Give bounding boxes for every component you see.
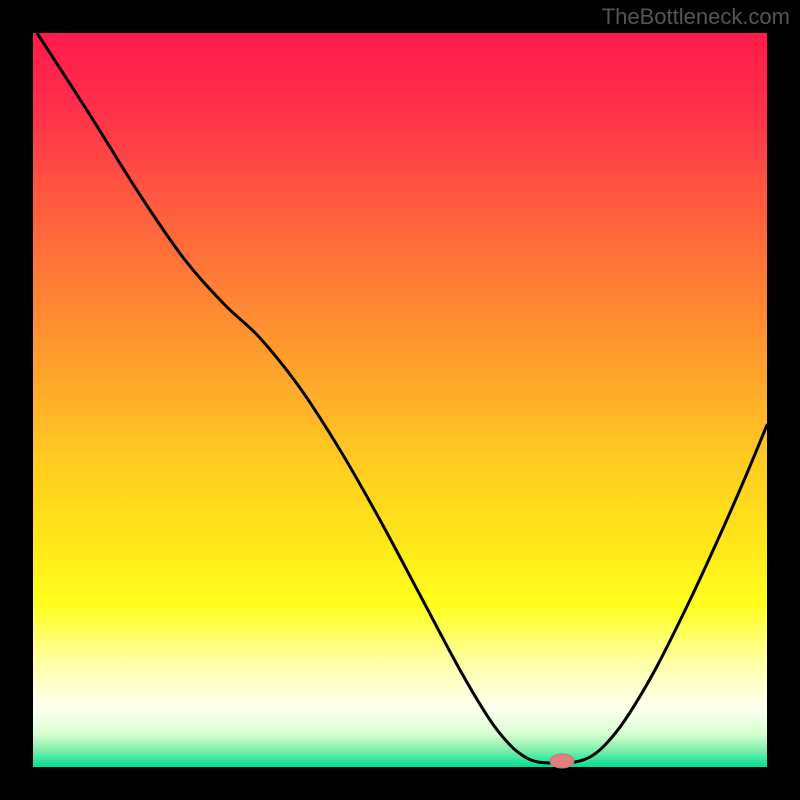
bottleneck-chart: TheBottleneck.com — [0, 0, 800, 800]
chart-svg — [0, 0, 800, 800]
optimal-point-marker — [550, 754, 574, 768]
plot-background — [33, 33, 767, 767]
watermark-text: TheBottleneck.com — [602, 4, 790, 30]
